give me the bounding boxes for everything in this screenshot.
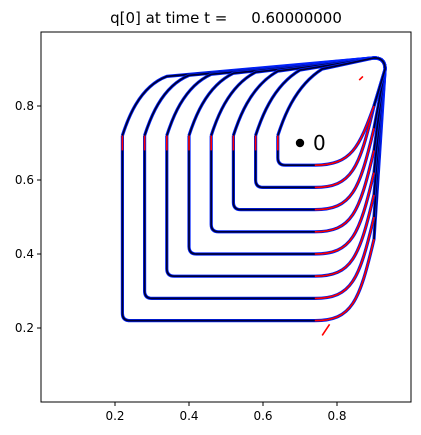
marker-point	[295, 138, 305, 148]
x-axis: 0.2 0.4 0.6 0.8	[105, 402, 347, 423]
contour-accent	[314, 194, 375, 277]
contour-lines	[120, 56, 387, 336]
marker-layer: 0	[295, 131, 326, 155]
contour-line	[188, 57, 386, 255]
contour-line	[254, 57, 386, 189]
contour-halo	[187, 56, 387, 256]
x-tick-label: 0.8	[327, 409, 346, 423]
contour-accent	[314, 128, 375, 211]
y-axis: 0.2 0.4 0.6 0.8	[15, 99, 41, 335]
chart-title: q[0] at time t = 0.60000000	[110, 9, 342, 27]
x-tick-label: 0.4	[179, 409, 198, 423]
contour-accent	[314, 239, 375, 322]
contour-accent	[314, 150, 375, 233]
contour-accent	[314, 216, 375, 300]
contour-accent	[314, 105, 375, 189]
y-tick-label: 0.2	[15, 321, 34, 335]
plot-frame	[40, 31, 412, 403]
y-tick-label: 0.6	[15, 173, 34, 187]
x-tick-label: 0.6	[253, 409, 272, 423]
contour-accent	[314, 105, 375, 166]
y-tick-label: 0.4	[15, 247, 34, 261]
x-tick-label: 0.2	[105, 409, 124, 423]
red-fragment	[358, 75, 364, 81]
contour-accent	[314, 172, 375, 255]
contour-halo	[254, 56, 387, 189]
red-fragment	[321, 323, 331, 336]
marker-label: 0	[313, 131, 326, 155]
y-tick-label: 0.8	[15, 99, 34, 113]
